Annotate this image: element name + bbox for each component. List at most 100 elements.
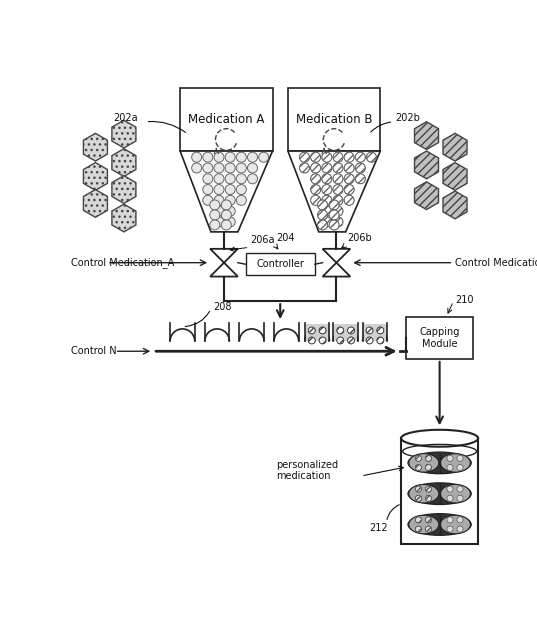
Circle shape: [347, 327, 354, 334]
Circle shape: [366, 327, 373, 334]
Circle shape: [310, 152, 321, 162]
Circle shape: [447, 495, 453, 502]
Bar: [406, 317, 474, 359]
Circle shape: [322, 196, 332, 205]
Ellipse shape: [408, 452, 471, 474]
Ellipse shape: [409, 484, 439, 503]
Circle shape: [214, 217, 224, 227]
Bar: [334, 325, 357, 341]
Circle shape: [425, 465, 432, 471]
Circle shape: [192, 163, 202, 173]
Ellipse shape: [408, 483, 471, 505]
Circle shape: [310, 196, 321, 205]
Polygon shape: [415, 182, 439, 210]
Circle shape: [447, 526, 453, 532]
Circle shape: [344, 184, 354, 194]
Ellipse shape: [440, 515, 470, 534]
Circle shape: [344, 163, 354, 173]
Circle shape: [203, 163, 213, 173]
Circle shape: [192, 152, 202, 162]
Ellipse shape: [408, 514, 471, 536]
Circle shape: [210, 220, 220, 230]
Circle shape: [203, 184, 213, 194]
Circle shape: [236, 174, 246, 184]
Polygon shape: [323, 249, 350, 263]
Circle shape: [203, 152, 213, 162]
Circle shape: [329, 220, 339, 230]
Bar: [245, 254, 315, 275]
Circle shape: [329, 210, 339, 220]
Circle shape: [322, 184, 332, 194]
Text: 204: 204: [277, 233, 295, 244]
Ellipse shape: [440, 484, 470, 503]
Circle shape: [310, 163, 321, 173]
Ellipse shape: [401, 430, 478, 447]
Circle shape: [344, 152, 354, 162]
Polygon shape: [415, 122, 439, 149]
Circle shape: [337, 327, 344, 334]
Polygon shape: [83, 133, 107, 161]
Circle shape: [457, 465, 463, 471]
Circle shape: [457, 526, 463, 532]
Circle shape: [214, 163, 224, 173]
Circle shape: [425, 517, 432, 523]
Polygon shape: [443, 191, 467, 219]
Circle shape: [457, 486, 463, 492]
Text: 206a: 206a: [250, 235, 275, 245]
Circle shape: [355, 152, 365, 162]
Circle shape: [214, 184, 224, 194]
Circle shape: [210, 200, 220, 210]
Text: Capping
Module: Capping Module: [419, 327, 460, 349]
Circle shape: [319, 337, 326, 344]
Circle shape: [355, 174, 365, 184]
Circle shape: [225, 184, 235, 194]
Circle shape: [329, 200, 339, 210]
Circle shape: [366, 337, 373, 344]
Text: 212: 212: [369, 523, 387, 533]
Circle shape: [347, 337, 354, 344]
Circle shape: [203, 174, 213, 184]
Circle shape: [236, 163, 246, 173]
Circle shape: [457, 495, 463, 502]
Polygon shape: [83, 163, 107, 190]
Bar: [364, 325, 387, 341]
Circle shape: [203, 196, 213, 205]
Circle shape: [225, 206, 235, 216]
Polygon shape: [443, 163, 467, 190]
Circle shape: [310, 184, 321, 194]
Bar: [306, 325, 329, 341]
Circle shape: [415, 486, 422, 492]
Circle shape: [214, 174, 224, 184]
Text: personalized
medication: personalized medication: [277, 460, 338, 481]
Circle shape: [259, 152, 268, 162]
Circle shape: [322, 174, 332, 184]
Text: 210: 210: [455, 295, 474, 305]
Circle shape: [377, 337, 384, 344]
Text: 202b: 202b: [396, 113, 420, 123]
Text: Control Medication_A: Control Medication_A: [71, 257, 174, 268]
Circle shape: [333, 196, 343, 205]
Circle shape: [366, 152, 376, 162]
Circle shape: [236, 184, 246, 194]
Circle shape: [333, 217, 343, 227]
Circle shape: [425, 526, 432, 532]
Circle shape: [300, 163, 309, 173]
Bar: [401, 438, 478, 544]
Circle shape: [415, 455, 422, 462]
Circle shape: [319, 327, 326, 334]
Ellipse shape: [409, 515, 439, 534]
Circle shape: [214, 196, 224, 205]
Circle shape: [333, 206, 343, 216]
Circle shape: [457, 455, 463, 462]
Circle shape: [236, 152, 246, 162]
Circle shape: [225, 217, 235, 227]
Circle shape: [317, 200, 328, 210]
Circle shape: [221, 200, 231, 210]
Circle shape: [300, 152, 309, 162]
Text: 202a: 202a: [113, 113, 138, 123]
Circle shape: [225, 163, 235, 173]
Text: 208: 208: [213, 302, 232, 312]
Text: 206b: 206b: [347, 233, 372, 244]
Circle shape: [415, 495, 422, 502]
Polygon shape: [112, 120, 136, 148]
